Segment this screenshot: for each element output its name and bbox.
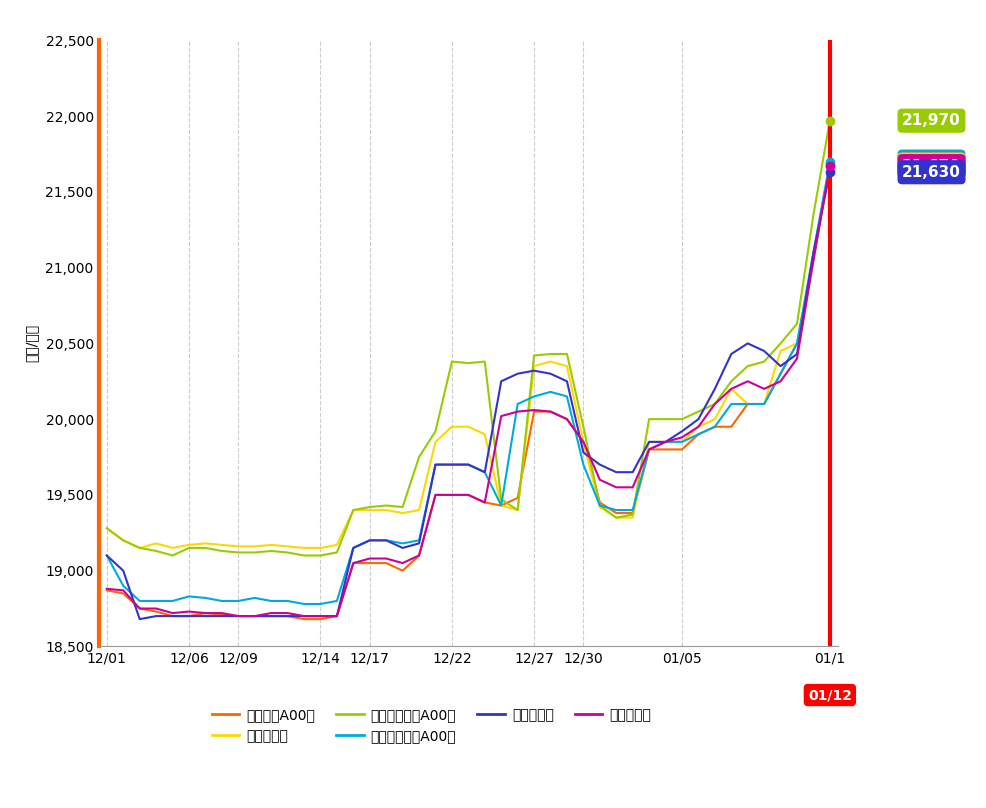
Text: 21,680: 21,680: [902, 157, 961, 172]
Text: 21,670: 21,670: [902, 158, 961, 174]
Y-axis label: （元/吨）: （元/吨）: [25, 324, 38, 363]
Text: 21,970: 21,970: [902, 113, 960, 128]
Text: 21,700: 21,700: [902, 154, 960, 169]
Text: 01/12: 01/12: [808, 688, 852, 702]
Text: 21,630: 21,630: [902, 165, 961, 179]
Text: 21,680: 21,680: [902, 157, 961, 172]
Legend: 长江有色A00铝, 中原有色铝, 南海有色佛山A00铝, 广东南储华南A00铝, 上海期货铝, 上海现货铝: 长江有色A00铝, 中原有色铝, 南海有色佛山A00铝, 广东南储华南A00铝,…: [206, 702, 657, 748]
